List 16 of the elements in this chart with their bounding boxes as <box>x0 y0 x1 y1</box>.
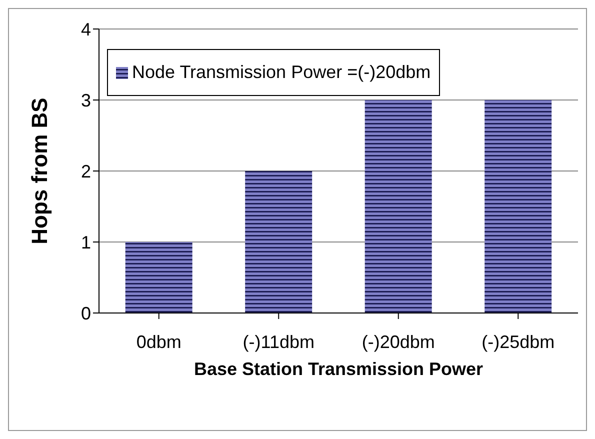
bar <box>125 242 192 313</box>
bar <box>364 100 432 313</box>
y-tick-label: 3 <box>80 90 91 110</box>
y-axis-title: Hops from BS <box>26 98 52 244</box>
x-axis-title: Base Station Transmission Power <box>194 359 484 379</box>
x-tick-label: (-)11dbm <box>242 332 314 352</box>
y-tick-label: 2 <box>80 161 91 182</box>
y-tick-label: 4 <box>80 19 91 40</box>
x-tick-label: (-)20dbm <box>362 332 435 352</box>
y-tick-label: 1 <box>80 232 91 252</box>
bar <box>484 100 552 313</box>
x-tick-label: 0dbm <box>136 332 182 352</box>
y-tick-label: 0 <box>80 303 91 324</box>
x-tick-label: (-)25dbm <box>482 332 555 352</box>
bar <box>245 171 312 313</box>
legend-label: Node Transmission Power =(-)20dbm <box>132 62 431 83</box>
